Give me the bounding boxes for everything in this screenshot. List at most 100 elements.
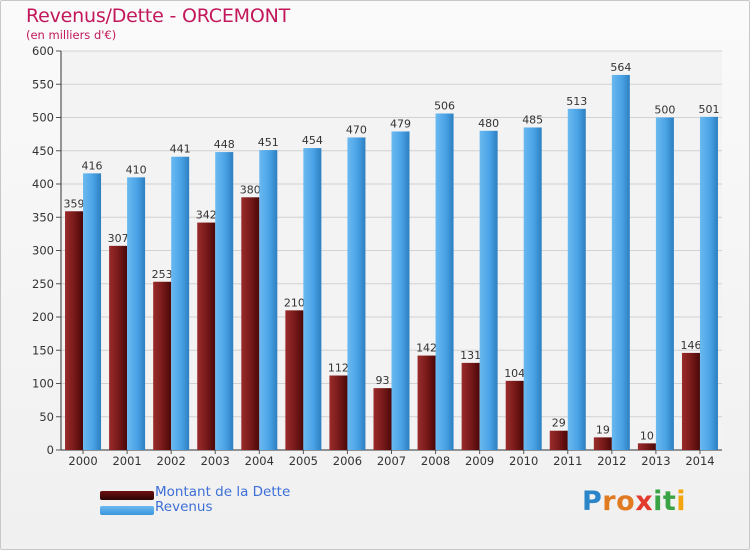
x-tick-label: 2014: [685, 454, 714, 468]
bar-dette: [417, 355, 436, 450]
x-tick-label: 2005: [289, 454, 318, 468]
bar-revenus: [479, 130, 498, 451]
data-label-dette: 19: [596, 423, 610, 436]
data-label-dette: 112: [328, 362, 349, 375]
x-tick-label: 2011: [553, 454, 582, 468]
x-tick-label: 2001: [112, 454, 141, 468]
legend-label-dette: Montant de la Dette: [155, 484, 291, 500]
data-label-dette: 29: [552, 417, 566, 430]
y-tick-label: 200: [32, 310, 54, 324]
data-label-dette: 342: [196, 209, 217, 222]
data-label-dette: 307: [108, 232, 129, 245]
bar-revenus: [435, 113, 454, 450]
data-label-revenus: 564: [610, 61, 631, 74]
logo-letter: o: [616, 486, 636, 517]
data-label-dette: 142: [416, 342, 437, 355]
bar-dette: [373, 388, 392, 450]
data-label-revenus: 479: [390, 117, 411, 130]
bar-dette: [461, 362, 480, 450]
data-label-revenus: 410: [126, 163, 147, 176]
y-tick-label: 250: [32, 277, 54, 291]
bar-revenus: [347, 137, 366, 450]
proxiti-logo: Proxiti: [582, 486, 686, 517]
data-label-dette: 380: [240, 183, 261, 196]
y-tick-label: 0: [47, 443, 54, 457]
bar-dette: [593, 437, 612, 450]
x-tick-label: 2009: [465, 454, 494, 468]
bar-revenus: [699, 116, 718, 451]
bar-revenus: [259, 150, 278, 450]
bar-revenus: [567, 108, 586, 450]
data-label-revenus: 454: [302, 134, 323, 147]
bar-dette: [153, 281, 172, 450]
data-label-dette: 146: [680, 339, 701, 352]
chart-subtitle: (en milliers d'€): [26, 28, 117, 42]
data-label-revenus: 448: [214, 138, 235, 151]
x-tick-label: 2000: [68, 454, 97, 468]
logo-letter: t: [662, 486, 677, 517]
x-tick-label: 2007: [377, 454, 406, 468]
bar-dette: [329, 375, 348, 450]
logo-letter: i: [653, 486, 663, 517]
legend-swatch-dette: [100, 491, 154, 500]
y-tick-label: 150: [32, 343, 54, 357]
data-label-revenus: 480: [478, 117, 499, 130]
data-label-revenus: 501: [698, 103, 719, 116]
x-tick-label: 2006: [333, 454, 362, 468]
data-label-revenus: 441: [170, 143, 191, 156]
bar-dette: [197, 222, 216, 450]
y-tick-label: 350: [32, 210, 54, 224]
logo-letter: P: [582, 486, 603, 517]
legend-swatch-revenus: [100, 506, 154, 515]
y-tick-label: 500: [32, 111, 54, 125]
x-tick-label: 2012: [597, 454, 626, 468]
bar-revenus: [83, 173, 102, 451]
bar-dette: [681, 352, 700, 450]
logo-letter: i: [676, 486, 687, 517]
bar-revenus: [303, 148, 322, 450]
y-tick-label: 100: [32, 377, 54, 391]
data-label-dette: 10: [640, 429, 654, 442]
bar-dette: [65, 211, 84, 450]
bar-revenus: [171, 156, 190, 451]
data-label-dette: 359: [64, 197, 85, 210]
bar-revenus: [391, 131, 410, 450]
data-label-dette: 253: [152, 268, 173, 281]
bar-revenus: [611, 74, 630, 450]
y-tick-label: 600: [32, 44, 54, 58]
data-label-dette: 210: [284, 296, 305, 309]
data-label-dette: 104: [504, 367, 525, 380]
x-tick-label: 2004: [245, 454, 274, 468]
y-tick-label: 300: [32, 244, 54, 258]
bar-dette: [505, 380, 524, 450]
x-tick-label: 2008: [421, 454, 450, 468]
data-label-revenus: 416: [82, 159, 103, 172]
legend-label-revenus: Revenus: [155, 499, 213, 515]
data-label-revenus: 506: [434, 100, 455, 113]
logo-letter: r: [602, 486, 617, 517]
bar-dette: [637, 443, 656, 450]
data-label-dette: 93: [376, 374, 390, 387]
x-tick-label: 2013: [641, 454, 670, 468]
logo-letter: x: [635, 486, 654, 517]
y-tick-label: 550: [32, 77, 54, 91]
y-tick-label: 50: [39, 410, 54, 424]
bar-revenus: [215, 152, 234, 450]
bar-revenus: [127, 177, 146, 450]
bar-dette: [549, 430, 568, 450]
bar-revenus: [523, 127, 542, 450]
x-tick-label: 2003: [201, 454, 230, 468]
data-label-revenus: 500: [654, 104, 675, 117]
data-label-revenus: 485: [522, 113, 543, 126]
data-label-revenus: 451: [258, 136, 279, 149]
bar-dette: [109, 245, 128, 450]
data-label-revenus: 470: [346, 123, 367, 136]
x-tick-label: 2010: [509, 454, 538, 468]
bar-dette: [241, 197, 260, 450]
y-tick-label: 450: [32, 144, 54, 158]
data-label-revenus: 513: [566, 95, 587, 108]
bar-revenus: [655, 117, 674, 450]
x-tick-label: 2002: [157, 454, 186, 468]
y-tick-label: 400: [32, 177, 54, 191]
